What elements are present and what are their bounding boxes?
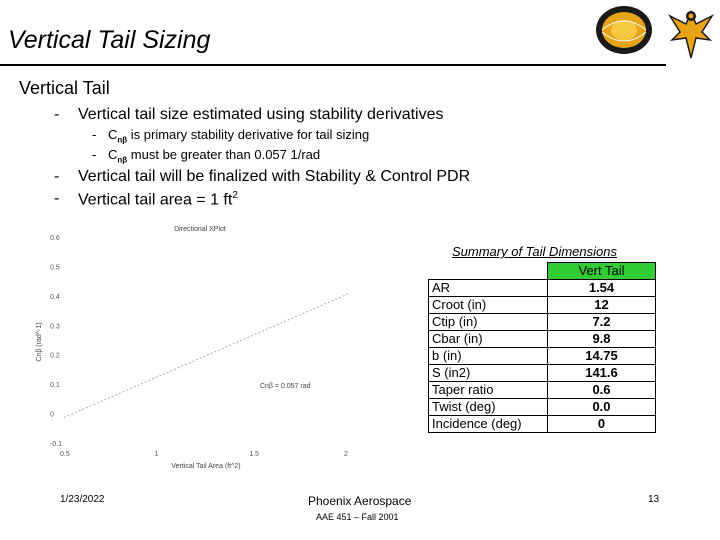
table-row: AR 1.54 (428, 279, 656, 297)
area-exponent: 2 (232, 190, 238, 201)
x-axis-ticks: 0.5 1 1.5 2 (60, 451, 348, 458)
y-tick-label: 0.5 (50, 264, 60, 271)
cn-beta-symbol: Cnβ (108, 147, 128, 165)
row-value: 14.75 (547, 347, 656, 365)
footer-date: 1/23/2022 (60, 494, 105, 505)
footer-company: Phoenix Aerospace (308, 494, 412, 508)
bullet-marker: - (54, 106, 60, 123)
bullet-marker: - (54, 190, 60, 207)
y-tick-label: 0.1 (50, 382, 60, 389)
section-heading: Vertical Tail (19, 78, 110, 98)
chart-title: Directional XPlot (174, 226, 226, 233)
sub-bullet-text: is primary stability derivative for tail… (127, 127, 370, 142)
title-underline (0, 64, 666, 66)
series-line (63, 293, 349, 418)
row-value: 1.54 (547, 279, 656, 297)
bullet-marker: - (92, 147, 97, 162)
slide-title: Vertical Tail Sizing (8, 26, 211, 54)
y-tick-label: 0 (50, 412, 54, 419)
row-label: Croot (in) (428, 296, 548, 314)
table-row: Cbar (in) 9.8 (428, 330, 656, 348)
sub-bullet-text: must be greater than 0.057 1/rad (127, 147, 321, 162)
table-column-header: Vert Tail (547, 262, 656, 280)
page-number: 13 (648, 494, 660, 505)
y-tick-label: 0.6 (50, 235, 60, 242)
table-row: Ctip (in) 7.2 (428, 313, 656, 331)
row-value: 9.8 (547, 330, 656, 348)
row-label: Cbar (in) (428, 330, 548, 348)
bullet-item: - Vertical tail size estimated using sta… (54, 106, 444, 124)
table-row: Twist (deg) 0.0 (428, 398, 656, 416)
table-row: Croot (in) 12 (428, 296, 656, 314)
x-tick-label: 1 (155, 451, 159, 458)
table-title: Summary of Tail Dimensions (452, 244, 617, 259)
table-row: Incidence (deg) 0 (428, 415, 656, 433)
bullet-text: Vertical tail size estimated using stabi… (78, 106, 444, 123)
x-tick-label: 0.5 (60, 451, 70, 458)
table-header-row: Vert Tail (429, 262, 656, 280)
bullet-marker: - (54, 168, 60, 185)
company-seal-icon (596, 6, 652, 54)
chart-annotation: Cnβ = 0.057 rad (260, 383, 311, 390)
row-value: 7.2 (547, 313, 656, 331)
bullet-marker: - (92, 127, 97, 142)
y-tick-label: 0.4 (50, 294, 60, 301)
y-axis-label: Cnβ (rad^-1) (36, 322, 43, 361)
row-label: Ctip (in) (428, 313, 548, 331)
row-label: Taper ratio (428, 381, 548, 399)
bullet-item: - Vertical tail will be finalized with S… (54, 168, 471, 186)
y-tick-label: 0.3 (50, 323, 60, 330)
row-label: Incidence (deg) (428, 415, 548, 433)
row-value: 12 (547, 296, 656, 314)
directional-xplot-chart: Directional XPlot 0.6 0.5 0.4 0.3 0.2 0.1 0 -0.… (36, 226, 349, 470)
row-label: S (in2) (428, 364, 548, 382)
y-axis-ticks: 0.6 0.5 0.4 0.3 0.2 0.1 0 -0.1 (50, 235, 62, 448)
table-row: Taper ratio 0.6 (428, 381, 656, 399)
y-tick-label: -0.1 (50, 441, 62, 448)
table-row: b (in) 14.75 (428, 347, 656, 365)
phoenix-logo-icon (667, 10, 715, 59)
row-value: 141.6 (547, 364, 656, 382)
row-value: 0 (547, 415, 656, 433)
x-tick-label: 1.5 (249, 451, 259, 458)
bullet-text: Vertical tail area = 1 ft (78, 191, 233, 209)
cn-beta-symbol: Cnβ (108, 127, 128, 145)
x-axis-label: Vertical Tail Area (ft^2) (171, 463, 240, 470)
row-value: 0.6 (547, 381, 656, 399)
table-header-empty (429, 263, 548, 280)
row-label: Twist (deg) (428, 398, 548, 416)
x-tick-label: 2 (344, 451, 348, 458)
footer-course: AAE 451 – Fall 2001 (316, 512, 399, 522)
table-row: S (in2) 141.6 (428, 364, 656, 382)
bullet-text: Vertical tail will be finalized with Sta… (78, 168, 471, 185)
sub-bullet-item: - Cnβ must be greater than 0.057 1/rad (92, 147, 321, 165)
row-value: 0.0 (547, 398, 656, 416)
bullet-item: - Vertical tail area = 1 ft2 (54, 190, 238, 209)
sub-bullet-item: - Cnβ is primary stability derivative fo… (92, 127, 370, 145)
tail-dimensions-table: Vert Tail AR 1.54 Croot (in) 12 Ctip (in) 7.2… (428, 262, 656, 433)
y-tick-label: 0.2 (50, 353, 60, 360)
row-label: b (in) (428, 347, 548, 365)
row-label: AR (428, 279, 548, 297)
